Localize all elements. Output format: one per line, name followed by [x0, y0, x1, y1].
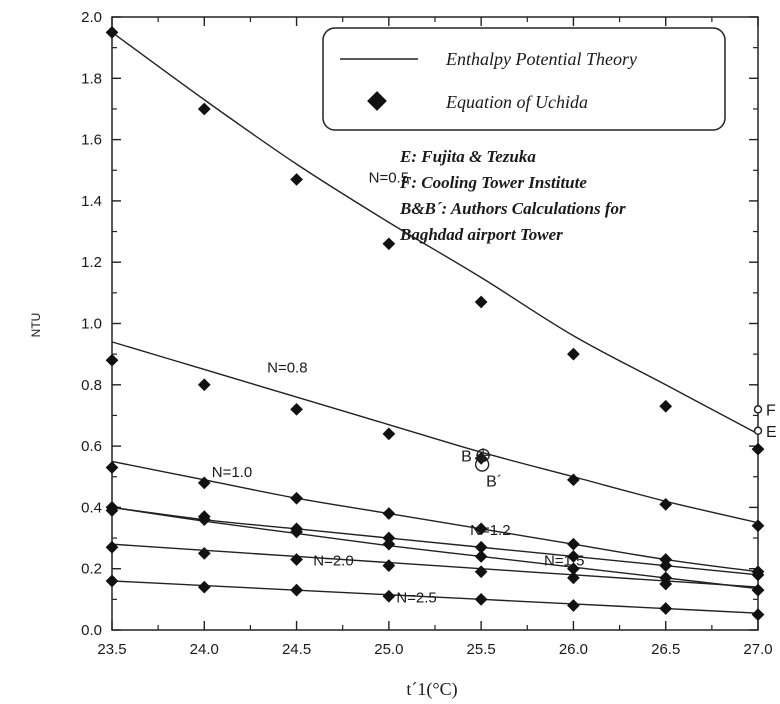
- legend-marker-label: Equation of Uchida: [445, 92, 588, 112]
- legend-line-label: Enthalpy Potential Theory: [445, 49, 637, 69]
- curve-label: N=2.0: [313, 553, 353, 570]
- series-markers: [105, 25, 765, 622]
- data-point: [290, 402, 303, 416]
- data-point: [197, 580, 211, 594]
- curve-label: N=0.5: [369, 170, 409, 187]
- data-point: [567, 571, 580, 585]
- y-tick-label: 1.2: [81, 254, 102, 271]
- data-point: [290, 173, 303, 186]
- ref-point-f: [753, 405, 763, 414]
- note-b-cont: Baghdad airport Tower: [399, 225, 563, 244]
- data-point: [290, 553, 303, 566]
- note-e: E: Fujita & Tezuka: [399, 147, 536, 166]
- data-point: [105, 353, 119, 367]
- series-line-12: [111, 506, 759, 576]
- series-line-20: [111, 543, 759, 588]
- data-point: [290, 583, 303, 597]
- legend-box: [322, 27, 726, 131]
- ref-label-e: E: [766, 424, 777, 441]
- data-point: [105, 25, 119, 39]
- reference-points: FE B B´: [461, 402, 777, 490]
- x-tick-label: 26.5: [651, 641, 680, 658]
- series-line-15: [111, 506, 759, 590]
- y-tick-label: 0.2: [81, 561, 102, 578]
- data-point: [474, 295, 488, 309]
- data-point: [567, 347, 580, 361]
- data-point: [382, 589, 396, 603]
- x-tick-label: 27.0: [743, 641, 772, 658]
- curve-label: N=1.0: [212, 464, 252, 481]
- note-b: B&B´: Authors Calculations for: [399, 199, 626, 218]
- x-tick-label: 25.5: [467, 641, 496, 658]
- ref-label-b-prime: B´: [486, 473, 502, 490]
- data-point: [290, 491, 303, 505]
- y-tick-label: 0.0: [81, 622, 102, 639]
- data-point: [382, 559, 396, 572]
- curve-label: N=1.5: [544, 553, 584, 570]
- x-tick-label: 24.5: [282, 641, 311, 658]
- x-axis-title: t´1(°C): [406, 679, 457, 700]
- series-line-10: [111, 460, 759, 573]
- ref-label-b: B: [461, 448, 472, 465]
- data-point: [474, 592, 488, 606]
- data-point: [197, 476, 211, 490]
- y-axis-title: NTU: [29, 313, 43, 338]
- y-tick-label: 1.0: [81, 316, 102, 333]
- y-tick-label: 0.8: [81, 377, 102, 394]
- curve-label: N=1.2: [470, 522, 510, 539]
- ref-label-f: F: [766, 402, 776, 419]
- series-line-25: [111, 580, 759, 614]
- data-point: [105, 540, 119, 554]
- series-lines: [111, 31, 759, 614]
- data-point: [105, 504, 119, 517]
- data-point: [751, 583, 765, 597]
- data-point: [659, 602, 673, 615]
- y-tick-label: 1.8: [81, 70, 102, 87]
- series-line-05: [111, 31, 759, 435]
- y-tick-label: 1.6: [81, 132, 102, 149]
- axes-layer: 0.0 0.2 0.4 0.6 0.8 1.0 1.2 1.4 1.6 1.8 2.0 23.5 24.…: [81, 9, 772, 658]
- data-point: [105, 461, 119, 474]
- data-point: [197, 378, 211, 392]
- y-tick-label: 2.0: [81, 9, 102, 26]
- x-tick-label: 24.0: [190, 641, 219, 658]
- data-point: [567, 599, 580, 612]
- data-point: [105, 574, 119, 588]
- series-line-08: [111, 341, 759, 524]
- x-tick-label: 26.0: [559, 641, 588, 658]
- y-tick-label: 0.6: [81, 438, 102, 455]
- x-tick-label: 25.0: [374, 641, 403, 658]
- data-point: [382, 427, 396, 441]
- y-tick-label: 1.4: [81, 193, 102, 210]
- y-tick-label: 0.4: [81, 499, 102, 516]
- data-point: [567, 537, 580, 551]
- curve-label: N=0.8: [267, 360, 307, 377]
- ref-point-b-prime: [474, 457, 490, 472]
- ref-point-e: [753, 426, 763, 436]
- data-point: [382, 237, 396, 251]
- note-f: F: Cooling Tower Institute: [399, 173, 587, 192]
- data-point: [474, 565, 488, 579]
- data-point: [382, 507, 396, 520]
- data-point: [197, 547, 211, 560]
- data-point: [197, 102, 211, 116]
- legend-marker-swatch: [367, 91, 387, 111]
- data-point: [751, 608, 765, 622]
- data-point: [659, 399, 673, 413]
- x-tick-label: 23.5: [97, 641, 126, 658]
- data-point: [474, 550, 488, 563]
- curve-labels: N=0.5 N=0.8 N=1.0 N=1.2 N=1.5 N=2.0 N=2.5: [212, 170, 585, 607]
- data-point: [751, 442, 765, 456]
- curve-label: N=2.5: [396, 589, 436, 606]
